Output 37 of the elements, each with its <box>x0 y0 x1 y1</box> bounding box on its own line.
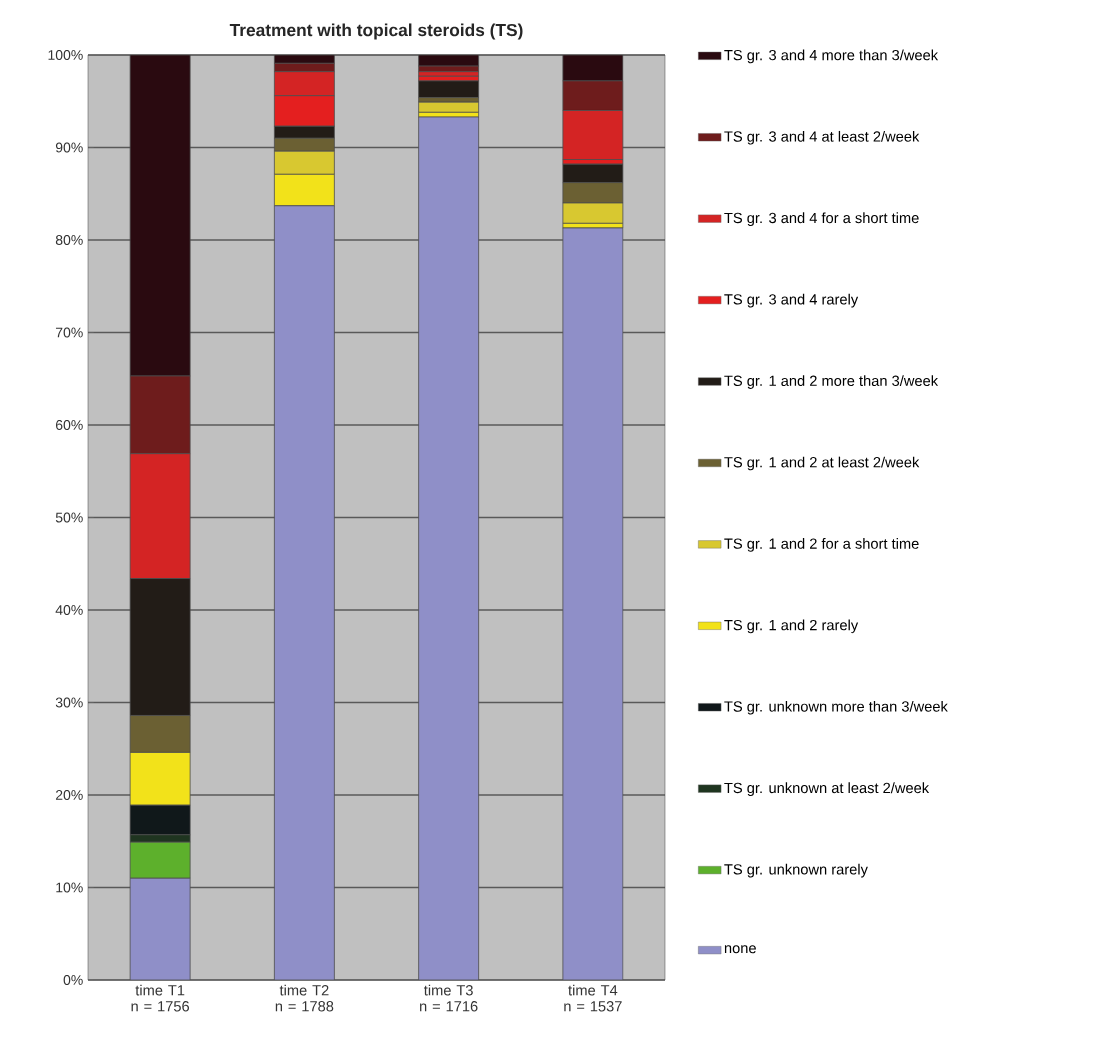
legend-label: none <box>724 945 756 954</box>
legend-label: TS gr. unknown at least 2/week <box>724 782 930 797</box>
x-tick-label: time T4 n = 1537 <box>564 984 622 1012</box>
legend-label: TS gr. 3 and 4 at least 2/week <box>724 130 920 145</box>
y-tick-label: 50% <box>55 512 83 523</box>
bar <box>562 227 624 980</box>
y-tick-label: 0% <box>63 975 83 985</box>
chart-title: Treatment with topical steroids (TS) <box>229 23 523 40</box>
x-tick-label: time T3 n = 1716 <box>420 984 478 1012</box>
y-tick-label: 30% <box>55 697 83 708</box>
y-tick-label: 70% <box>55 327 83 338</box>
legend-label: TS gr. 3 and 4 for a short time <box>724 212 919 227</box>
legend-label: TS gr. 3 and 4 rarely <box>724 293 859 308</box>
bar <box>418 65 480 73</box>
legend-label: TS gr. unknown rarely <box>724 863 868 878</box>
legend-label: TS gr. unknown more than 3/week <box>724 700 948 715</box>
x-tick-label: time T1 n = 1756 <box>131 984 190 1012</box>
y-tick-label: 100% <box>48 50 83 60</box>
legend-label: TS gr. 1 and 2 at least 2/week <box>724 456 920 471</box>
bar <box>418 80 480 98</box>
y-tick-label: 40% <box>55 605 83 615</box>
bar <box>273 205 335 980</box>
bar <box>129 877 191 980</box>
bar <box>418 101 480 113</box>
legend-label: TS gr. 3 and 4 more than 3/week <box>724 49 939 64</box>
legend-label: TS gr. 1 and 2 for a short time <box>724 538 919 552</box>
bar <box>418 116 480 980</box>
legend-label: TS gr. 1 and 2 more than 3/week <box>724 375 939 389</box>
y-tick-label: 60% <box>55 420 83 430</box>
y-tick-label: 90% <box>55 142 83 153</box>
y-tick-label: 10% <box>56 882 83 893</box>
legend-label: TS gr. 1 and 2 rarely <box>724 619 859 634</box>
x-tick-label: time T2 n = 1788 <box>275 984 334 1012</box>
bar <box>129 54 191 377</box>
y-tick-label: 20% <box>55 790 83 800</box>
bar <box>562 54 624 82</box>
y-tick-label: 80% <box>55 235 83 245</box>
